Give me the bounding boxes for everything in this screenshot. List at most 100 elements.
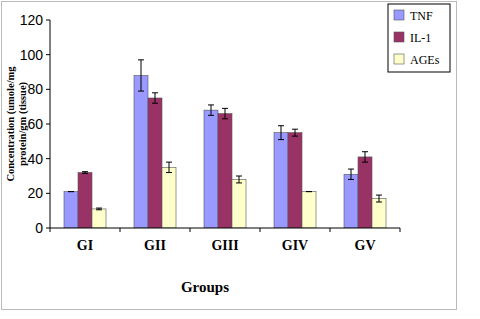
- error-cap: [208, 115, 214, 116]
- error-cap: [362, 151, 368, 152]
- error-cap: [236, 182, 242, 183]
- error-bar: [152, 93, 158, 103]
- y-axis-title-line: protein/gm (tissue): [17, 81, 29, 166]
- x-tick: [330, 228, 331, 232]
- error-cap: [68, 191, 74, 192]
- y-tick: [46, 158, 50, 159]
- bar: [218, 114, 232, 228]
- bar: [92, 209, 106, 228]
- error-cap: [96, 208, 102, 209]
- error-bar: [376, 195, 382, 202]
- error-cap: [306, 191, 312, 192]
- x-tick-label: GV: [355, 238, 376, 253]
- y-tick-label: 120: [20, 12, 44, 28]
- legend-swatch: [394, 32, 404, 42]
- error-cap: [278, 125, 284, 126]
- bar: [288, 133, 302, 228]
- error-cap: [68, 191, 74, 192]
- error-bar: [138, 60, 144, 91]
- x-tick: [190, 228, 191, 232]
- error-bar: [68, 191, 74, 192]
- bar: [232, 179, 246, 228]
- error-cap: [152, 92, 158, 93]
- x-axis-title: Groups: [181, 279, 229, 295]
- y-tick: [46, 228, 50, 229]
- error-cap: [222, 118, 228, 119]
- legend-swatch: [394, 10, 404, 20]
- error-cap: [362, 162, 368, 163]
- error-cap: [278, 139, 284, 140]
- error-cap: [306, 191, 312, 192]
- bar: [148, 98, 162, 228]
- error-cap: [152, 103, 158, 104]
- error-bar: [292, 129, 298, 136]
- bar: [64, 192, 78, 228]
- y-tick: [46, 20, 50, 21]
- bar: [162, 167, 176, 228]
- bar: [302, 192, 316, 228]
- error-bar: [306, 191, 312, 192]
- bar: [134, 75, 148, 228]
- error-cap: [348, 179, 354, 180]
- error-line: [281, 126, 282, 140]
- x-tick: [400, 228, 401, 232]
- error-bar: [236, 176, 242, 183]
- error-line: [379, 195, 380, 202]
- error-line: [239, 176, 240, 183]
- y-axis-title: Concentration (umole/mgprotein/gm (tissu…: [5, 66, 29, 182]
- y-tick: [46, 54, 50, 55]
- y-tick-label: 100: [20, 47, 44, 63]
- legend-label: IL-1: [410, 31, 431, 45]
- y-tick-label: 0: [35, 220, 43, 236]
- error-cap: [376, 202, 382, 203]
- error-cap: [96, 209, 102, 210]
- error-line: [155, 93, 156, 103]
- error-line: [351, 169, 352, 179]
- error-cap: [292, 129, 298, 130]
- bar: [358, 157, 372, 228]
- bar: [274, 133, 288, 228]
- legend: TNF IL-1 AGEs: [388, 4, 450, 72]
- error-bar: [82, 172, 88, 174]
- legend-label: TNF: [410, 9, 433, 23]
- x-axis: [50, 228, 400, 229]
- bar: [372, 199, 386, 228]
- x-tick: [260, 228, 261, 232]
- error-cap: [222, 108, 228, 109]
- y-tick-label: 60: [27, 116, 43, 132]
- error-bar: [278, 126, 284, 140]
- error-cap: [82, 171, 88, 172]
- error-cap: [208, 104, 214, 105]
- y-axis-title-line: Concentration (umole/mg: [5, 66, 17, 182]
- x-tick: [120, 228, 121, 232]
- legend-label: AGEs: [410, 53, 440, 67]
- bar: [344, 174, 358, 228]
- y-tick: [46, 193, 50, 194]
- error-cap: [82, 173, 88, 174]
- legend-box: [388, 4, 450, 72]
- bars: [64, 60, 386, 228]
- error-line: [365, 152, 366, 162]
- error-cap: [348, 169, 354, 170]
- y-tick: [46, 89, 50, 90]
- legend-swatch: [394, 54, 404, 64]
- error-bar: [208, 105, 214, 115]
- error-cap: [166, 162, 172, 163]
- x-tick-label: GII: [144, 238, 166, 253]
- y-tick-label: 40: [27, 151, 43, 167]
- error-cap: [138, 91, 144, 92]
- x-tick-label: GIV: [282, 238, 308, 253]
- y-tick-label: 80: [27, 81, 43, 97]
- frame: [2, 2, 457, 310]
- error-line: [295, 129, 296, 136]
- error-cap: [292, 136, 298, 137]
- error-bar: [96, 208, 102, 210]
- error-bar: [166, 162, 172, 172]
- y-tick: [46, 124, 50, 125]
- x-tick: [50, 228, 51, 232]
- error-bar: [348, 169, 354, 179]
- error-line: [211, 105, 212, 115]
- chart: 020406080100120GIGIIGIIIGIVGVGroupsConce…: [0, 0, 480, 319]
- y-tick-label: 20: [27, 185, 43, 201]
- error-bar: [362, 152, 368, 162]
